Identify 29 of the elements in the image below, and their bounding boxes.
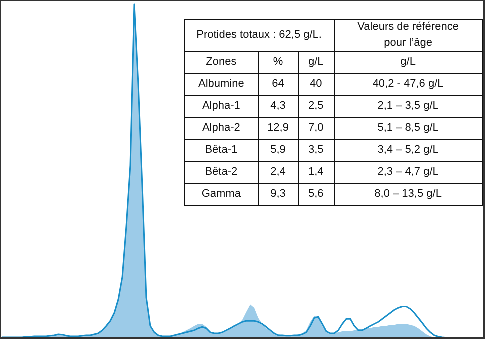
- category-label: Albumine: [198, 78, 244, 90]
- category-label: %: [258, 52, 298, 74]
- category-label: Alpha-2: [202, 122, 240, 134]
- annotation: 5,6: [298, 184, 334, 206]
- annotation: 7,0: [298, 118, 334, 140]
- annotation: 40,2 - 47,6 g/L: [334, 74, 482, 96]
- annotation: 5,1 – 8,5 g/L: [334, 118, 482, 140]
- annotation: 4,3: [258, 96, 298, 118]
- annotation: 40: [298, 74, 334, 96]
- text: Protides totaux : 62,5 g/L.: [184, 20, 334, 52]
- category-label: Bêta-2: [205, 166, 238, 178]
- annotation: 2,5: [298, 96, 334, 118]
- annotation: 8,0 – 13,5 g/L: [334, 184, 482, 206]
- annotation: 9,3: [258, 184, 298, 206]
- annotation: 5,9: [258, 140, 298, 162]
- annotation: 2,1 – 3,5 g/L: [334, 96, 482, 118]
- category-label: Alpha-1: [202, 100, 240, 112]
- category-label: Bêta-1: [205, 144, 238, 156]
- category-label: Gamma: [202, 188, 241, 200]
- annotation: 2,3 – 4,7 g/L: [334, 162, 482, 184]
- annotation: 1,4: [298, 162, 334, 184]
- category-label: g/L: [298, 52, 334, 74]
- category-label: g/L: [334, 52, 482, 74]
- annotation: 3,5: [298, 140, 334, 162]
- annotation: 12,9: [258, 118, 298, 140]
- annotation: 2,4: [258, 162, 298, 184]
- category-label: Zones: [184, 52, 258, 74]
- annotation: 3,4 – 5,2 g/L: [334, 140, 482, 162]
- annotation: 64: [258, 74, 298, 96]
